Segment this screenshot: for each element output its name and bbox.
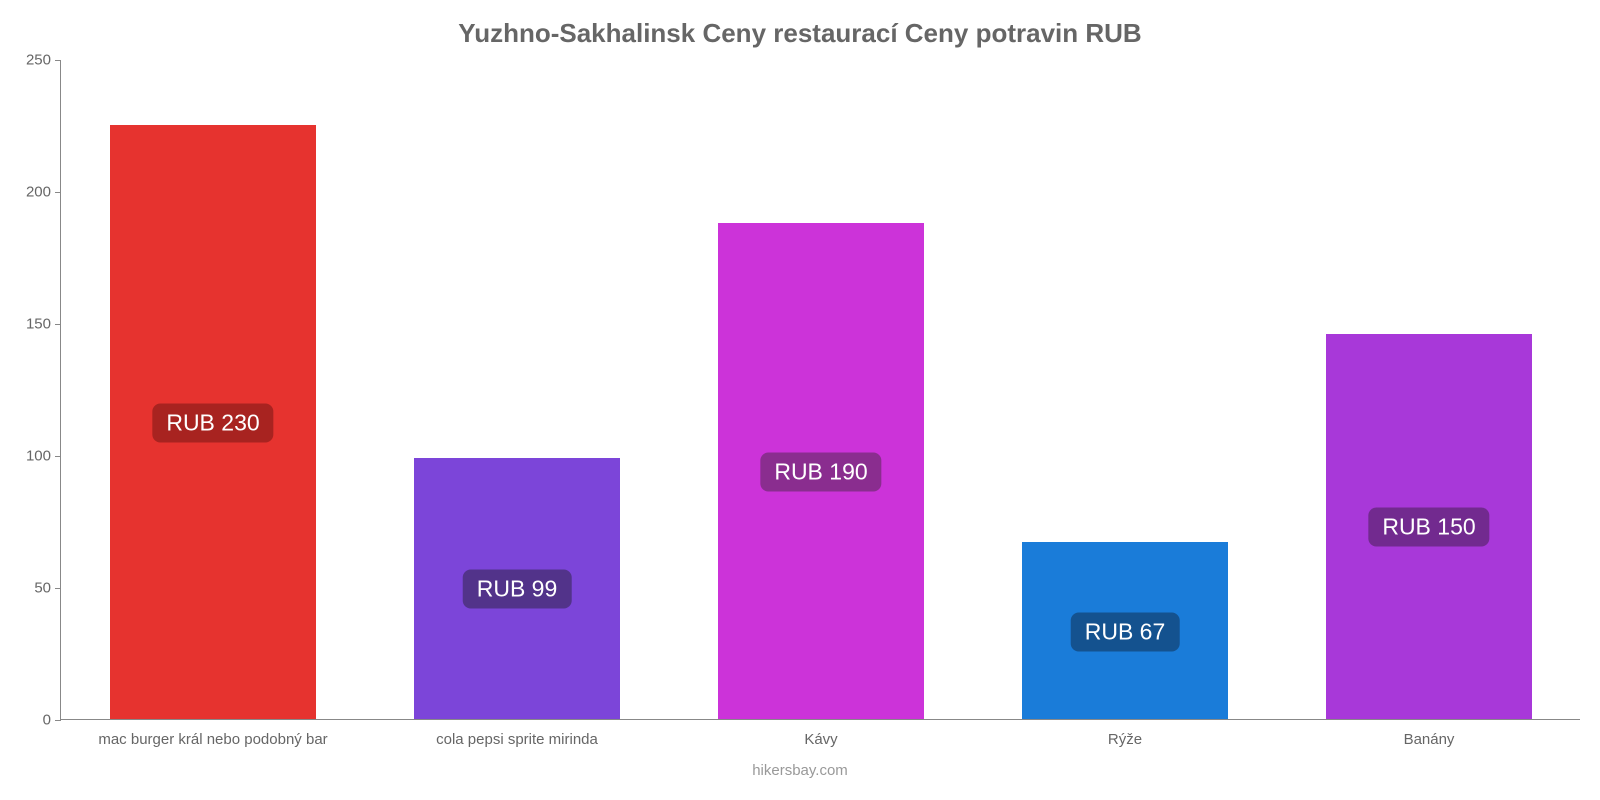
plot-area: 050100150200250RUB 230mac burger král ne… (60, 60, 1580, 720)
y-tick-label: 250 (26, 52, 61, 69)
x-tick-label: mac burger král nebo podobný bar (98, 719, 327, 748)
bar-value-badge: RUB 190 (760, 452, 881, 491)
y-tick-label: 0 (43, 712, 61, 729)
y-tick-label: 200 (26, 184, 61, 201)
x-tick-label: cola pepsi sprite mirinda (436, 719, 598, 748)
x-tick-label: Rýže (1108, 719, 1142, 748)
price-bar-chart: Yuzhno-Sakhalinsk Ceny restaurací Ceny p… (0, 0, 1600, 800)
bar-value-badge: RUB 150 (1368, 508, 1489, 547)
bar-value-badge: RUB 230 (152, 404, 273, 443)
chart-footer: hikersbay.com (752, 762, 848, 779)
x-tick-label: Kávy (804, 719, 837, 748)
bar-value-badge: RUB 67 (1071, 612, 1180, 651)
y-tick-label: 150 (26, 316, 61, 333)
chart-title: Yuzhno-Sakhalinsk Ceny restaurací Ceny p… (0, 0, 1600, 49)
y-tick-label: 50 (34, 580, 61, 597)
x-tick-label: Banány (1404, 719, 1455, 748)
bar-value-badge: RUB 99 (463, 570, 572, 609)
y-tick-label: 100 (26, 448, 61, 465)
